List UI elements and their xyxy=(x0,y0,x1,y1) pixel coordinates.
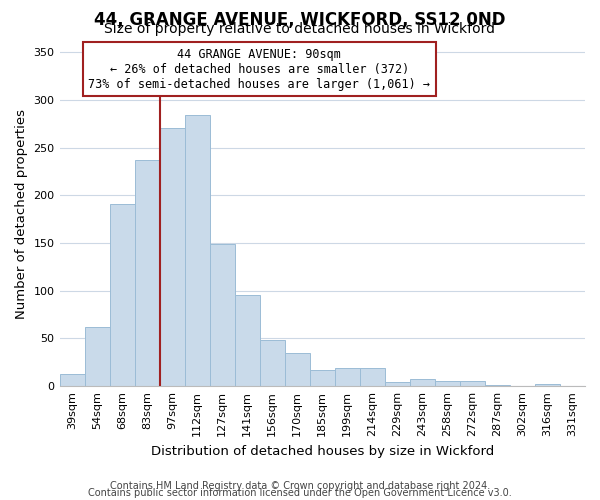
Bar xyxy=(435,382,460,386)
Bar xyxy=(485,385,510,386)
Bar xyxy=(209,244,235,386)
Y-axis label: Number of detached properties: Number of detached properties xyxy=(15,110,28,320)
Bar xyxy=(285,353,310,386)
Text: 44, GRANGE AVENUE, WICKFORD, SS12 0ND: 44, GRANGE AVENUE, WICKFORD, SS12 0ND xyxy=(94,12,506,30)
Bar xyxy=(410,378,435,386)
Text: Contains HM Land Registry data © Crown copyright and database right 2024.: Contains HM Land Registry data © Crown c… xyxy=(110,481,490,491)
Bar xyxy=(160,128,185,386)
Bar xyxy=(310,370,335,386)
Bar xyxy=(260,340,285,386)
Bar xyxy=(385,382,410,386)
Bar xyxy=(110,204,134,386)
Bar xyxy=(460,382,485,386)
Text: Size of property relative to detached houses in Wickford: Size of property relative to detached ho… xyxy=(104,22,496,36)
Bar xyxy=(134,160,160,386)
Bar xyxy=(535,384,560,386)
Bar xyxy=(335,368,360,386)
Bar xyxy=(185,115,209,386)
Bar xyxy=(360,368,385,386)
Bar xyxy=(235,294,260,386)
X-axis label: Distribution of detached houses by size in Wickford: Distribution of detached houses by size … xyxy=(151,444,494,458)
Bar xyxy=(85,327,110,386)
Text: Contains public sector information licensed under the Open Government Licence v3: Contains public sector information licen… xyxy=(88,488,512,498)
Text: 44 GRANGE AVENUE: 90sqm
← 26% of detached houses are smaller (372)
73% of semi-d: 44 GRANGE AVENUE: 90sqm ← 26% of detache… xyxy=(88,48,430,90)
Bar xyxy=(59,374,85,386)
